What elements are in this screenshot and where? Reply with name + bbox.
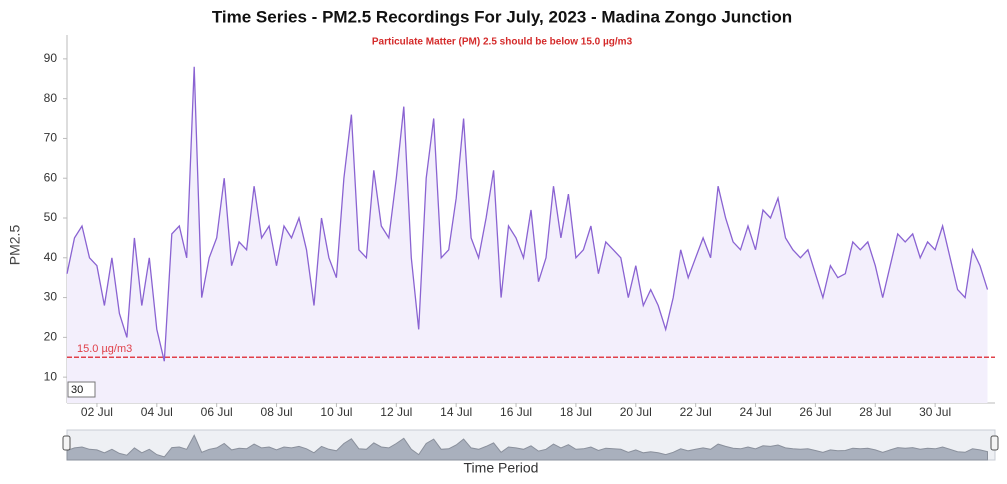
threshold-label: 15.0 µg/m3 (77, 343, 132, 355)
y-tick-label: 10 (44, 369, 58, 383)
y-tick-label: 70 (44, 131, 58, 145)
x-axis-label: Time Period (464, 460, 539, 476)
x-tick-label: 22 Jul (680, 405, 712, 419)
range-handle-left[interactable] (62, 435, 71, 451)
data-line (66, 66, 989, 362)
y-tick-label: 50 (44, 210, 58, 224)
x-tick-label: 20 Jul (620, 405, 652, 419)
x-tick-label: 14 Jul (440, 405, 472, 419)
roll-period-input[interactable] (67, 381, 96, 398)
chart-subtitle: Particulate Matter (PM) 2.5 should be be… (372, 37, 633, 48)
x-tick-label: 16 Jul (500, 405, 532, 419)
x-tick-label: 04 Jul (141, 405, 173, 419)
x-tick-label: 26 Jul (799, 405, 831, 419)
x-tick-label: 24 Jul (740, 405, 772, 419)
y-axis-label: PM2.5 (7, 225, 23, 266)
chart-title: Time Series - PM2.5 Recordings For July,… (212, 7, 792, 26)
x-tick-label: 08 Jul (261, 405, 293, 419)
x-tick-label: 02 Jul (81, 405, 113, 419)
x-tick-label: 18 Jul (560, 405, 592, 419)
y-tick-label: 90 (44, 51, 58, 65)
x-tick-label: 10 Jul (320, 405, 352, 419)
y-tick-label: 30 (44, 290, 58, 304)
y-tick-label: 60 (44, 170, 58, 184)
x-tick-label: 06 Jul (201, 405, 233, 419)
y-tick-label: 40 (44, 250, 58, 264)
x-tick-label: 12 Jul (380, 405, 412, 419)
x-tick-label: 28 Jul (859, 405, 891, 419)
y-tick-label: 20 (44, 330, 58, 344)
overview-area (66, 434, 989, 461)
roll-period-value: 30 (71, 384, 83, 396)
x-tick-label: 30 Jul (919, 405, 951, 419)
y-tick-label: 80 (44, 91, 58, 105)
range-handle-right[interactable] (990, 435, 999, 451)
